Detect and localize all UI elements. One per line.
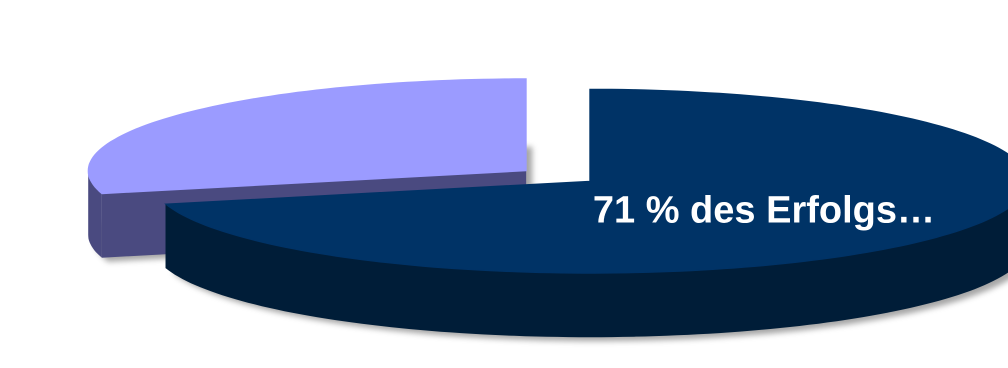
pie-labels: 71 % des Erfolgs… [593, 189, 935, 231]
pie-slice-0 [164, 88, 1008, 274]
pie-slice-1-side-0 [88, 170, 102, 258]
pie-slices [87, 78, 1008, 338]
pie-slice-0-side-0 [165, 204, 1008, 338]
pie-slice-0-label: 71 % des Erfolgs… [593, 189, 935, 231]
pie-slice-1 [87, 78, 527, 195]
